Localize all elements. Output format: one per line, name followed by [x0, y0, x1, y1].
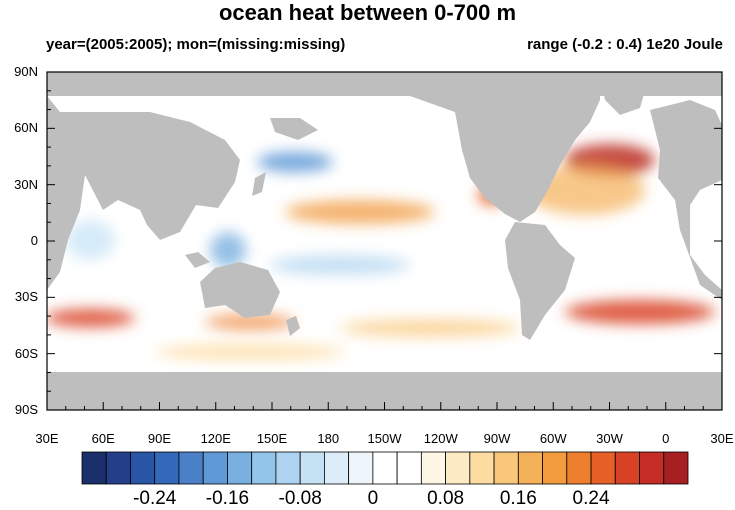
colorbar-tick-label: 0.24 — [572, 488, 610, 509]
europe-africa-landmass — [650, 100, 722, 300]
colorbar-swatch — [566, 451, 592, 485]
tropical-pacific-cool-anomaly — [270, 255, 410, 275]
new-zealand — [286, 316, 300, 336]
lon-label: 30E — [710, 431, 734, 446]
time-range-subtitle: year=(2005:2005); mon=(missing:missing) — [46, 36, 346, 53]
antarctica — [47, 372, 722, 410]
colorbar-swatch — [663, 451, 689, 485]
colorbar-swatch — [517, 451, 543, 485]
indonesia — [185, 252, 210, 268]
colorbar-tick-label: -0.08 — [278, 488, 322, 509]
lon-label: 120E — [200, 431, 231, 446]
colorbar-swatch — [130, 451, 156, 485]
africa-landmass — [47, 175, 85, 290]
colorbar-swatch — [227, 451, 253, 485]
colorbar-swatch — [323, 451, 350, 485]
lat-label: 90S — [14, 402, 38, 417]
axis-ticks — [46, 71, 723, 411]
tasman-warm-band — [205, 314, 295, 330]
colorbar-swatch — [614, 451, 640, 485]
kamchatka — [270, 118, 318, 140]
land-masses — [47, 72, 722, 410]
colorbar-swatch — [372, 451, 398, 485]
colorbar-swatch — [348, 451, 374, 485]
lon-label: 90E — [147, 431, 172, 446]
south-indian-warm-band — [47, 309, 135, 327]
maritime-continent-cool-anomaly — [210, 232, 246, 268]
colorbar-swatch — [469, 451, 495, 485]
lon-label: 60E — [91, 431, 115, 446]
lat-label: 30N — [14, 176, 38, 192]
lat-label: 90N — [14, 64, 38, 79]
south-america-landmass — [505, 222, 575, 340]
map-title: ocean heat between 0-700 m — [218, 0, 517, 25]
south-atlantic-warm-band — [565, 300, 715, 324]
colorbar-swatch — [299, 451, 325, 485]
colorbar-swatch — [202, 451, 228, 485]
colorbar-swatch — [542, 451, 568, 485]
colorbar-tick-label: 0.16 — [499, 488, 537, 509]
colorbar-swatch — [251, 451, 277, 485]
lon-label: 180 — [317, 431, 340, 446]
north-america-landmass — [410, 72, 600, 222]
colorbar-swatch — [590, 451, 616, 485]
indian-ocean-cool-anomaly — [65, 220, 115, 260]
colorbar-tick-label: 0 — [367, 488, 379, 509]
lon-label: 150W — [367, 431, 402, 446]
lon-label: 90W — [483, 431, 511, 446]
subtropical-atlantic-warm-anomaly — [525, 165, 645, 215]
colorbar — [81, 451, 689, 485]
southern-pacific-warm-band — [340, 319, 520, 337]
colorbar-swatch — [178, 451, 204, 485]
colorbar-swatch — [154, 451, 180, 485]
map-area — [47, 72, 722, 410]
value-range-subtitle: range (-0.2 : 0.4) 1e20 Joule — [527, 36, 723, 53]
kuroshio-cool-anomaly — [257, 152, 333, 172]
lat-label: 60S — [14, 345, 38, 361]
lon-label: 0 — [662, 431, 670, 446]
japan — [252, 172, 266, 196]
lat-label: 30S — [14, 289, 38, 305]
greenland — [600, 72, 650, 115]
anomaly-field — [47, 144, 715, 360]
colorbar-swatch — [445, 451, 471, 485]
colorbar-swatch — [81, 451, 107, 485]
colorbar-tick-label: 0.08 — [427, 488, 465, 509]
colorbar-tick-label: -0.16 — [205, 488, 250, 509]
colorbar-swatch — [493, 451, 519, 485]
lon-label: 30E — [35, 431, 59, 446]
lon-label: 120W — [423, 431, 458, 446]
lat-label: 0 — [30, 233, 38, 248]
lon-label: 150E — [256, 431, 288, 446]
north-pacific-warm-band — [285, 200, 435, 224]
southern-ocean-warm-band — [155, 344, 345, 360]
colorbar-swatch — [420, 451, 446, 485]
colorbar-swatch — [105, 451, 131, 485]
lon-label: 60W — [539, 431, 567, 446]
colorbar-swatch — [639, 451, 665, 485]
australia — [200, 262, 280, 318]
lon-label: 30W — [596, 431, 623, 446]
asia-landmass — [47, 96, 240, 240]
colorbar-tick-label: -0.24 — [133, 488, 177, 509]
lat-label: 60N — [14, 120, 38, 136]
colorbar-swatch — [275, 451, 301, 485]
colorbar-swatch — [396, 451, 422, 485]
